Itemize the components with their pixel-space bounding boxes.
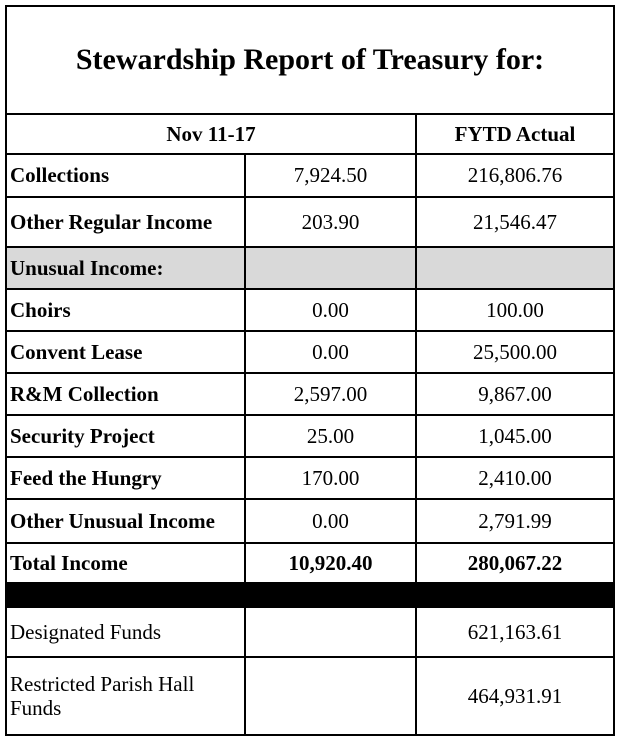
- week-value: 25.00: [244, 414, 417, 458]
- separator: [5, 582, 615, 608]
- ytd-value: 1,045.00: [415, 414, 615, 458]
- week-value: 10,920.40: [244, 542, 417, 584]
- week-value: 0.00: [244, 288, 417, 332]
- empty-cell: [415, 246, 615, 290]
- row-label: Collections: [5, 153, 246, 198]
- row-label: Other Regular Income: [5, 196, 246, 248]
- row-label: Designated Funds: [5, 606, 246, 658]
- empty-cell: [244, 246, 417, 290]
- ytd-value: 25,500.00: [415, 330, 615, 374]
- week-value: 7,924.50: [244, 153, 417, 198]
- title: Stewardship Report of Treasury for:: [5, 5, 615, 115]
- row-label: Security Project: [5, 414, 246, 458]
- empty-cell: [244, 606, 417, 658]
- row-label: Choirs: [5, 288, 246, 332]
- empty-cell: [244, 656, 417, 736]
- ytd-value: 280,067.22: [415, 542, 615, 584]
- ytd-value: 621,163.61: [415, 606, 615, 658]
- ytd-value: 9,867.00: [415, 372, 615, 416]
- row-label: Total Income: [5, 542, 246, 584]
- ytd-value: 2,791.99: [415, 498, 615, 544]
- ytd-value: 2,410.00: [415, 456, 615, 500]
- row-label: Convent Lease: [5, 330, 246, 374]
- header-period: Nov 11-17: [5, 113, 417, 155]
- report-table: Stewardship Report of Treasury for: Nov …: [5, 5, 615, 736]
- week-value: 170.00: [244, 456, 417, 500]
- week-value: 2,597.00: [244, 372, 417, 416]
- header-ytd: FYTD Actual: [415, 113, 615, 155]
- ytd-value: 216,806.76: [415, 153, 615, 198]
- ytd-value: 100.00: [415, 288, 615, 332]
- row-label: Unusual Income:: [5, 246, 246, 290]
- week-value: 203.90: [244, 196, 417, 248]
- row-label: Other Unusual Income: [5, 498, 246, 544]
- ytd-value: 21,546.47: [415, 196, 615, 248]
- week-value: 0.00: [244, 330, 417, 374]
- row-label: Feed the Hungry: [5, 456, 246, 500]
- row-label: R&M Collection: [5, 372, 246, 416]
- row-label: Restricted Parish Hall Funds: [5, 656, 246, 736]
- ytd-value: 464,931.91: [415, 656, 615, 736]
- week-value: 0.00: [244, 498, 417, 544]
